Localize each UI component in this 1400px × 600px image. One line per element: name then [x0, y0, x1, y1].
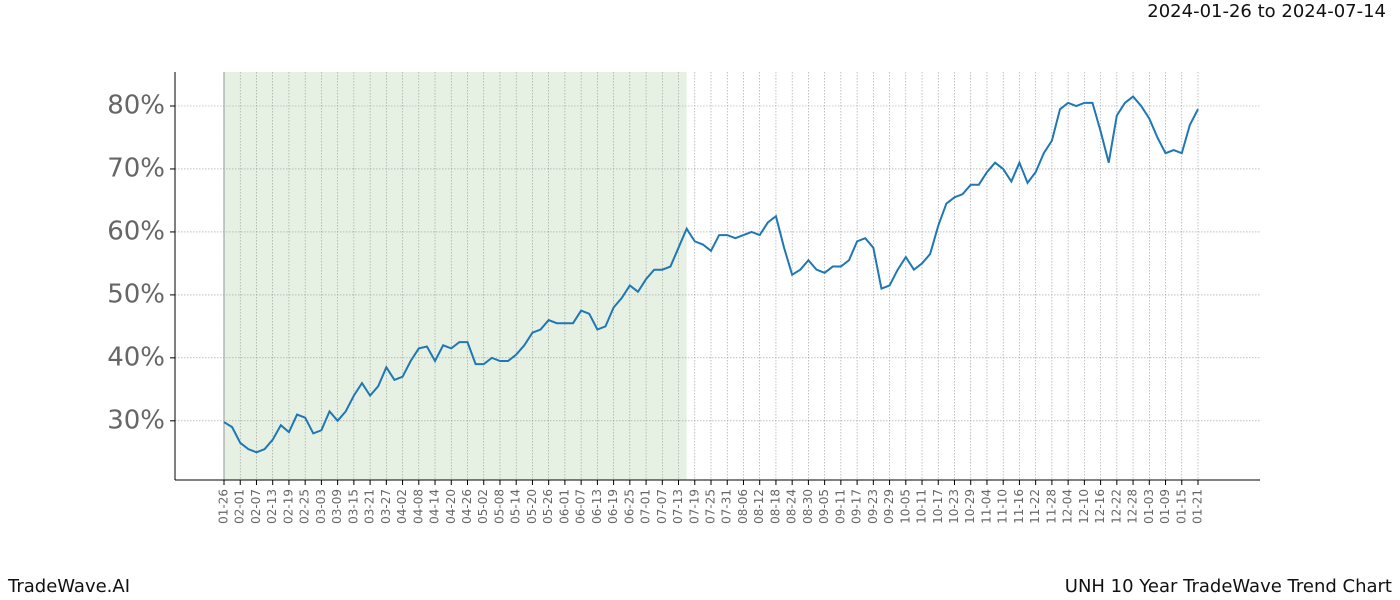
x-tick-label: 11-10	[996, 489, 1010, 524]
x-tick-label: 08-24	[785, 489, 799, 524]
x-tick-label: 12-22	[1109, 489, 1123, 524]
x-tick-label: 05-14	[509, 489, 523, 524]
x-tick-label: 03-21	[363, 489, 377, 524]
x-tick-label: 03-15	[346, 489, 360, 524]
x-tick-label: 01-09	[1158, 489, 1172, 524]
x-tick-label: 09-11	[833, 489, 847, 524]
x-tick-label: 07-19	[687, 489, 701, 524]
x-tick-label: 06-07	[574, 489, 588, 524]
x-tick-label: 03-27	[379, 489, 393, 524]
y-tick-label: 80%	[107, 91, 165, 121]
x-tick-label: 10-29	[963, 489, 977, 524]
x-tick-label: 11-04	[979, 489, 993, 524]
x-tick-label: 08-06	[736, 489, 750, 524]
x-tick-label: 04-02	[395, 489, 409, 524]
x-tick-label: 11-16	[1012, 489, 1026, 524]
x-tick-label: 04-08	[411, 489, 425, 524]
y-tick-label: 60%	[107, 216, 165, 246]
y-tick-label: 50%	[107, 279, 165, 309]
x-tick-label: 07-31	[720, 489, 734, 524]
x-tick-label: 10-23	[947, 489, 961, 524]
x-tick-label: 05-26	[541, 489, 555, 524]
shaded-region	[224, 72, 687, 480]
x-tick-label: 06-19	[606, 489, 620, 524]
x-tick-label: 02-01	[233, 489, 247, 524]
x-tick-label: 07-01	[639, 489, 653, 524]
footer-right: UNH 10 Year TradeWave Trend Chart	[1065, 576, 1392, 597]
x-tick-label: 09-23	[866, 489, 880, 524]
x-tick-label: 06-25	[622, 489, 636, 524]
x-tick-label: 03-09	[330, 489, 344, 524]
x-tick-label: 01-15	[1174, 489, 1188, 524]
x-tick-label: 07-07	[655, 489, 669, 524]
x-tick-label: 10-11	[915, 489, 929, 524]
x-tick-label: 11-22	[1028, 489, 1042, 524]
x-tick-label: 02-25	[298, 489, 312, 524]
x-tick-label: 06-13	[590, 489, 604, 524]
chart-title: 2024-01-26 to 2024-07-14	[1147, 1, 1386, 22]
x-tick-label: 06-01	[557, 489, 571, 524]
x-tick-label: 09-29	[882, 489, 896, 524]
line-series	[223, 95, 1199, 454]
x-tick-label: 12-04	[1061, 489, 1075, 524]
x-tick-label: 01-21	[1191, 489, 1205, 524]
x-tick-label: 04-14	[428, 489, 442, 524]
x-tick-label: 01-03	[1142, 489, 1156, 524]
y-tick-label: 40%	[107, 342, 165, 372]
x-tick-label: 02-19	[281, 489, 295, 524]
x-tick-label: 12-16	[1093, 489, 1107, 524]
x-tick-label: 04-20	[444, 489, 458, 524]
x-tick-label: 07-13	[671, 489, 685, 524]
footer-left: TradeWave.AI	[7, 576, 130, 597]
x-tick-label: 04-26	[460, 489, 474, 524]
x-tick-label: 11-28	[1044, 489, 1058, 524]
x-tick-label: 10-05	[898, 489, 912, 524]
x-tick-label: 02-07	[249, 489, 263, 524]
x-tick-label: 05-02	[476, 489, 490, 524]
x-tick-label: 03-03	[314, 489, 328, 524]
x-tick-label: 10-17	[931, 489, 945, 524]
x-tick-label: 02-13	[265, 489, 279, 524]
x-tick-label: 05-08	[492, 489, 506, 524]
x-tick-label: 01-26	[217, 489, 231, 524]
x-tick-label: 05-20	[525, 489, 539, 524]
x-tick-label: 08-18	[768, 489, 782, 524]
x-tick-label: 09-17	[850, 489, 864, 524]
x-tick-label: 08-12	[752, 489, 766, 524]
y-tick-label: 30%	[107, 405, 165, 435]
x-tick-label: 08-30	[801, 489, 815, 524]
x-tick-label: 12-28	[1126, 489, 1140, 524]
y-tick-label: 70%	[107, 153, 165, 183]
x-tick-label: 09-05	[817, 489, 831, 524]
x-tick-label: 07-25	[704, 489, 718, 524]
x-tick-label: 12-10	[1077, 489, 1091, 524]
